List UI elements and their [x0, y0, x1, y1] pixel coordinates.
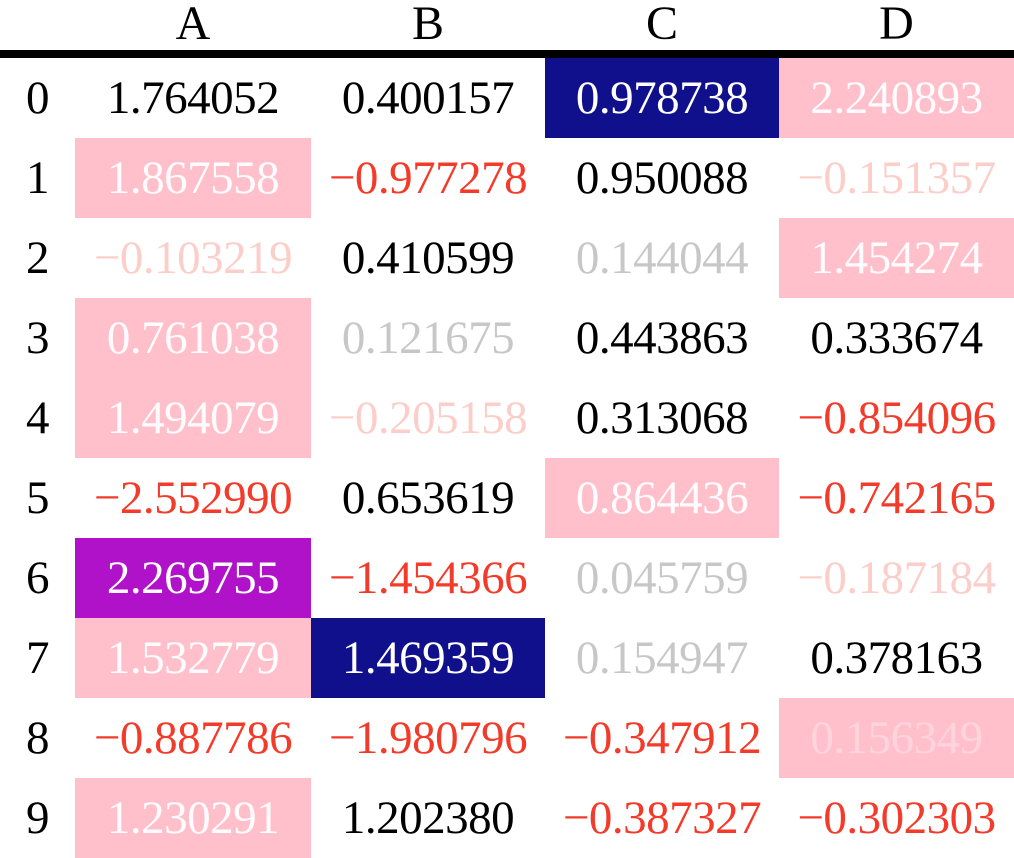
- data-cell: 1.532779: [75, 618, 311, 698]
- data-cell: 0.313068: [575, 392, 749, 444]
- data-cell: 1.469359: [311, 618, 545, 698]
- data-cell: 0.410599: [341, 232, 515, 284]
- data-cell: −0.205158: [328, 392, 528, 444]
- data-cell: 0.333674: [810, 312, 983, 364]
- row-index: 8: [26, 712, 50, 764]
- table-row: 6 2.269755 −1.454366 0.045759 −0.187184: [0, 538, 1014, 618]
- data-cell: 1.867558: [75, 138, 311, 218]
- data-cell: 0.864436: [545, 458, 779, 538]
- data-cell: 0.378163: [810, 632, 983, 684]
- table-row: 2 −0.103219 0.410599 0.144044 1.454274: [0, 218, 1014, 298]
- data-cell: 1.494079: [75, 378, 311, 458]
- data-cell: −0.387327: [562, 792, 762, 844]
- data-cell: 1.202380: [341, 792, 515, 844]
- data-cell: 0.045759: [575, 552, 749, 604]
- data-cell: 0.978738: [545, 58, 779, 138]
- data-cell: −0.742165: [797, 472, 996, 524]
- data-cell: 0.761038: [75, 298, 311, 378]
- table-body: 0 1.764052 0.400157 0.978738 2.240893 1 1.8675…: [0, 58, 1014, 858]
- data-cell: −0.103219: [93, 232, 293, 284]
- data-cell: 0.154947: [575, 632, 749, 684]
- table-row: 1 1.867558 −0.977278 0.950088 −0.151357: [0, 138, 1014, 218]
- row-index: 4: [26, 392, 50, 444]
- row-index: 0: [26, 72, 50, 124]
- data-cell: −0.151357: [797, 152, 996, 204]
- index-column-header: [0, 0, 75, 54]
- column-header-b: B: [411, 0, 444, 50]
- column-header-a: A: [175, 0, 211, 50]
- data-cell: −1.980796: [328, 712, 528, 764]
- table-row: 9 1.230291 1.202380 −0.387327 −0.302303: [0, 778, 1014, 858]
- data-cell: 0.156349: [779, 698, 1014, 778]
- data-cell: −0.977278: [328, 152, 528, 204]
- data-cell: −0.887786: [93, 712, 293, 764]
- column-header-d: D: [879, 0, 914, 50]
- table-row: 0 1.764052 0.400157 0.978738 2.240893: [0, 58, 1014, 138]
- table-row: 5 −2.552990 0.653619 0.864436 −0.742165: [0, 458, 1014, 538]
- column-header-c: C: [645, 0, 678, 50]
- data-cell: 2.240893: [779, 58, 1014, 138]
- data-cell: 1.454274: [779, 218, 1014, 298]
- data-cell: 1.230291: [75, 778, 311, 858]
- data-cell: 0.443863: [575, 312, 749, 364]
- data-cell: −0.302303: [797, 792, 996, 844]
- data-cell: −2.552990: [93, 472, 293, 524]
- table-row: 8 −0.887786 −1.980796 −0.347912 0.156349: [0, 698, 1014, 778]
- data-cell: −0.347912: [562, 712, 762, 764]
- data-cell: 1.764052: [106, 72, 280, 124]
- row-index: 2: [26, 232, 50, 284]
- row-index: 6: [26, 552, 50, 604]
- row-index: 7: [26, 632, 50, 684]
- data-cell: −0.187184: [797, 552, 996, 604]
- data-cell: 0.950088: [575, 152, 749, 204]
- row-index: 3: [26, 312, 50, 364]
- data-cell: 0.400157: [341, 72, 515, 124]
- table-row: 4 1.494079 −0.205158 0.313068 −0.854096: [0, 378, 1014, 458]
- data-cell: 0.121675: [341, 312, 515, 364]
- table-row: 7 1.532779 1.469359 0.154947 0.378163: [0, 618, 1014, 698]
- data-cell: 2.269755: [75, 538, 311, 618]
- data-cell: 0.653619: [341, 472, 515, 524]
- row-index: 1: [26, 152, 50, 204]
- data-cell: −0.854096: [797, 392, 996, 444]
- row-index: 5: [26, 472, 50, 524]
- data-cell: −1.454366: [328, 552, 528, 604]
- table-row: 3 0.761038 0.121675 0.443863 0.333674: [0, 298, 1014, 378]
- table-header: A B C D: [0, 0, 1014, 58]
- data-cell: 0.144044: [575, 232, 749, 284]
- row-index: 9: [26, 792, 50, 844]
